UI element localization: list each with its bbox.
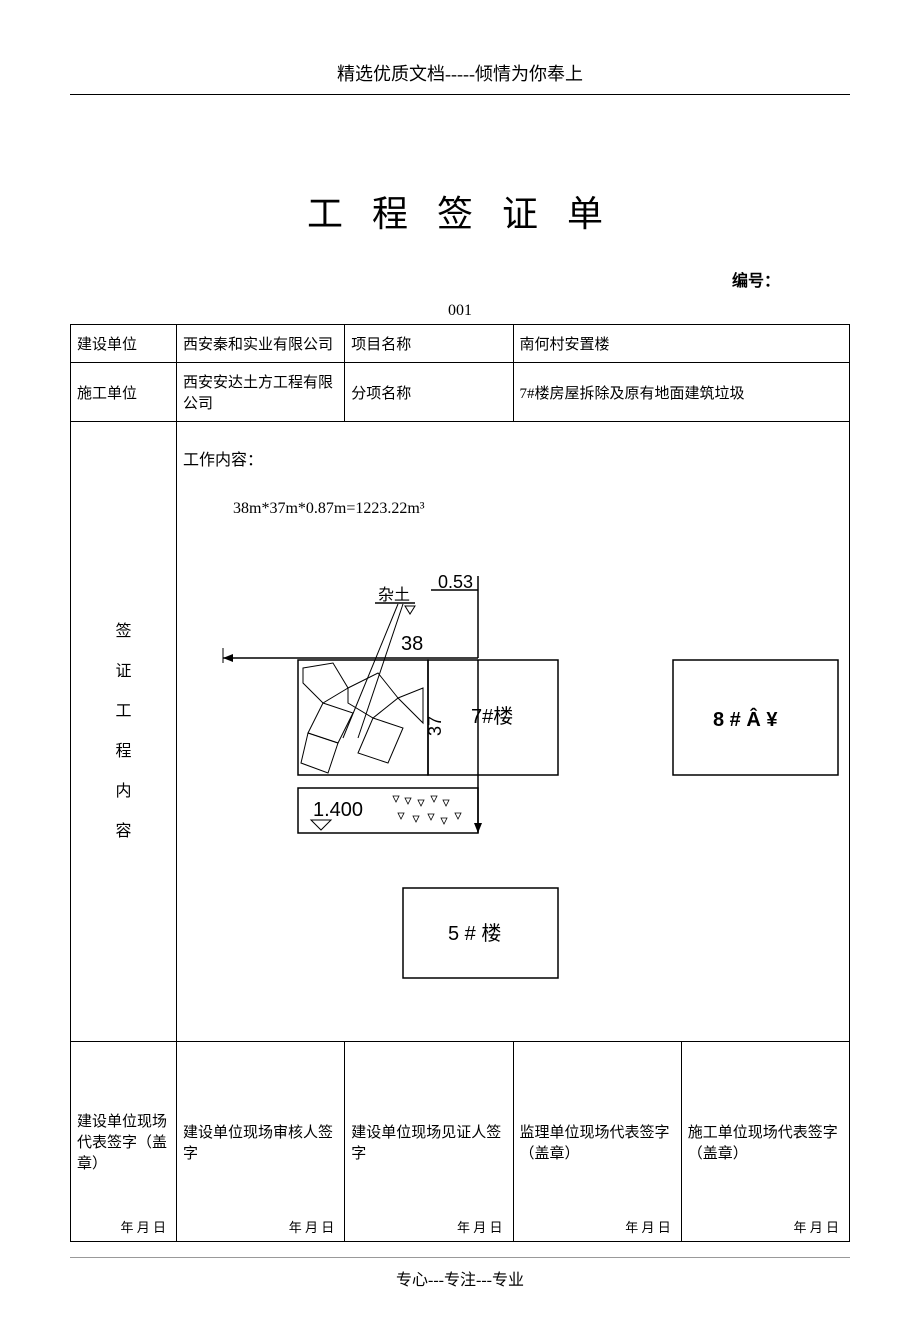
soil-label: 杂土 xyxy=(378,586,410,604)
main-form-table: 建设单位 西安秦和实业有限公司 项目名称 南何村安置楼 施工单位 西安安达土方工… xyxy=(70,324,850,1242)
dim-bottom-text: 1.400 xyxy=(313,799,363,821)
page-footer: 专心---专注---专业 xyxy=(70,1257,850,1290)
subitem-value: 7#楼房屋拆除及原有地面建筑垃圾 xyxy=(513,363,850,422)
construction-unit-label: 建设单位 xyxy=(71,325,177,363)
signature-col2: 建设单位现场审核人签字 年 月 日 xyxy=(177,1042,345,1242)
building8-label: 8 # Â ¥ xyxy=(713,707,778,731)
calculation-text: 38m*37m*0.87m=1223.22m³ xyxy=(233,500,843,518)
subitem-label: 分项名称 xyxy=(345,363,513,422)
dim-top-text: 0.53 xyxy=(438,572,473,592)
signature-col1: 建设单位现场代表签字（盖章） 年 月 日 xyxy=(71,1042,177,1242)
top-header: 精选优质文档-----倾情为你奉上 xyxy=(70,60,850,95)
content-side-label: 签 证 工 程 内 容 xyxy=(71,422,177,1042)
contractor-value: 西安安达土方工程有限公司 xyxy=(177,363,345,422)
signature-col4: 监理单位现场代表签字（盖章） 年 月 日 xyxy=(513,1042,681,1242)
signature-col3: 建设单位现场见证人签字 年 月 日 xyxy=(345,1042,513,1242)
contractor-label: 施工单位 xyxy=(71,363,177,422)
site-diagram: 0.53 杂土 xyxy=(183,568,843,1018)
project-name-value: 南何村安置楼 xyxy=(513,325,850,363)
work-content-label: 工作内容： xyxy=(183,446,843,470)
dim-height-text: 37 xyxy=(425,715,445,735)
number-value: 001 xyxy=(70,302,850,320)
construction-unit-value: 西安秦和实业有限公司 xyxy=(177,325,345,363)
document-title: 工 程 签 证 单 xyxy=(70,185,850,237)
project-name-label: 项目名称 xyxy=(345,325,513,363)
building5-label: 5 # 楼 xyxy=(448,922,501,945)
content-area: 工作内容： 38m*37m*0.87m=1223.22m³ 0.53 杂土 xyxy=(177,422,850,1042)
signature-col5: 施工单位现场代表签字（盖章） 年 月 日 xyxy=(681,1042,849,1242)
dim-width-text: 38 xyxy=(401,633,423,655)
number-label: 编号： xyxy=(732,267,780,291)
